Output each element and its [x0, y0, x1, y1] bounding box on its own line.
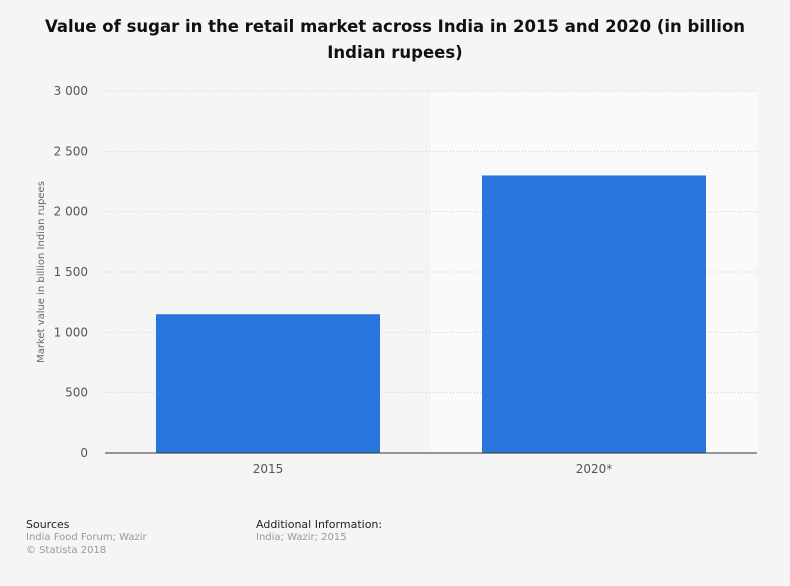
- y-axis-label: Market value in billion Indian rupees: [36, 181, 47, 363]
- y-tick-label: 1 500: [54, 265, 88, 279]
- bar-2015: [156, 314, 380, 453]
- x-tick-label: 2015: [253, 462, 284, 476]
- sources-block: Sources India Food Forum; Wazir © Statis…: [26, 518, 147, 557]
- y-tick-label: 500: [65, 386, 88, 400]
- additional-info-text: India; Wazir; 2015: [256, 532, 347, 543]
- sources-label: Sources: [26, 518, 70, 531]
- chart-title: Value of sugar in the retail market acro…: [44, 17, 746, 62]
- additional-info-block: Additional Information: India; Wazir; 20…: [256, 518, 382, 544]
- y-tick-label: 0: [80, 446, 88, 460]
- copyright: © Statista 2018: [26, 545, 107, 556]
- y-tick-label: 3 000: [54, 84, 88, 98]
- sources-text: India Food Forum; Wazir: [26, 532, 147, 543]
- additional-info-label: Additional Information:: [256, 518, 383, 531]
- y-tick-label: 1 000: [54, 325, 88, 339]
- x-tick-label: 2020*: [576, 462, 613, 476]
- bar-2020: [482, 175, 706, 453]
- y-tick-label: 2 500: [54, 144, 88, 158]
- y-tick-label: 2 000: [54, 205, 88, 219]
